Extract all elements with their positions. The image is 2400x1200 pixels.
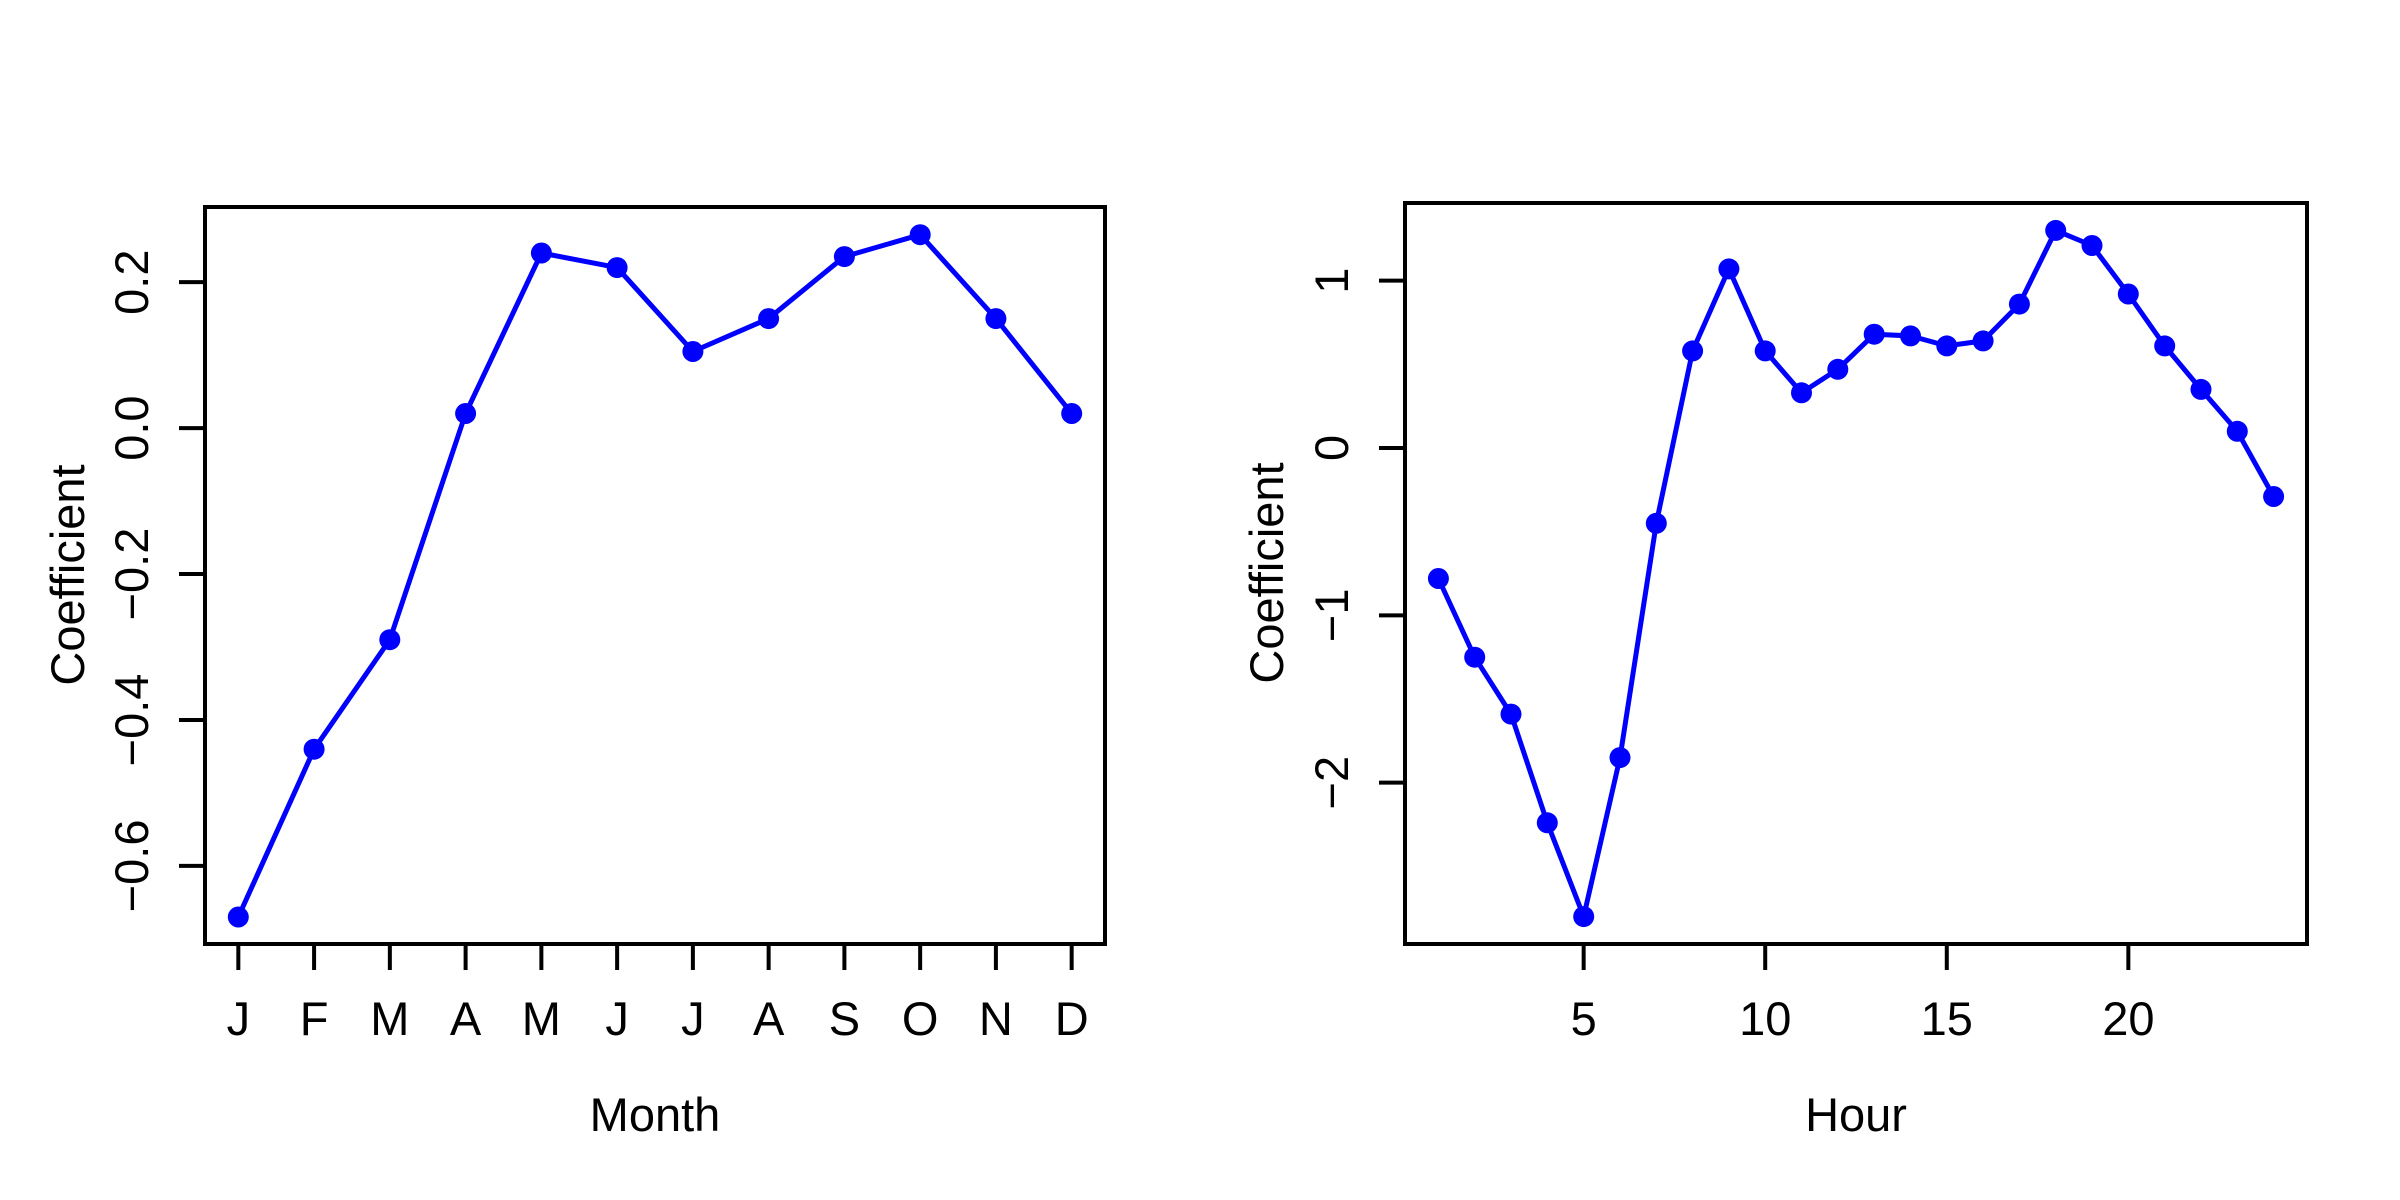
- data-point: [1791, 382, 1812, 404]
- series-line: [236, 232, 1074, 919]
- x-tick-label: 10: [1739, 992, 1791, 1045]
- data-point: [1464, 646, 1486, 668]
- x-tick-label: A: [450, 992, 482, 1045]
- x-tick-label: A: [753, 992, 785, 1045]
- x-tick-label: D: [1055, 992, 1089, 1045]
- data-point: [2263, 486, 2285, 507]
- x-tick-label: 5: [1571, 992, 1597, 1045]
- data-point: [2081, 235, 2103, 256]
- y-tick-label: −2: [1305, 756, 1358, 810]
- data-point: [1682, 340, 1704, 362]
- data-point: [606, 257, 628, 279]
- data-point: [833, 246, 855, 268]
- data-point: [2226, 420, 2248, 442]
- data-point: [1863, 323, 1885, 345]
- data-point: [1536, 812, 1558, 834]
- data-point: [1936, 335, 1958, 357]
- month-panel: J F M A M J J A S O N D0.20.0−0.2−0.4−0.6 Month Coe…: [41, 205, 1107, 1141]
- y-tick-label: 0.0: [105, 395, 158, 460]
- series-line: [1436, 227, 2276, 920]
- data-point: [2117, 283, 2139, 305]
- data-point: [909, 224, 931, 246]
- data-point: [455, 403, 477, 424]
- x-tick-label: O: [902, 992, 939, 1045]
- data-point: [1972, 330, 1994, 352]
- y-tick-label: −1: [1305, 589, 1358, 643]
- y-tick-label: −0.6: [105, 820, 158, 913]
- data-point: [682, 341, 704, 362]
- plot-frame: [203, 205, 1107, 946]
- x-tick-label: J: [605, 992, 629, 1045]
- y-tick-label: 0.2: [105, 249, 158, 314]
- hour-y-axis-title: Coefficient: [1240, 462, 1293, 683]
- data-point: [1900, 325, 1921, 347]
- x-tick-label: M: [370, 992, 409, 1045]
- data-point: [1609, 747, 1631, 769]
- x-tick-label: 15: [1921, 992, 1973, 1045]
- x-tick-label: N: [979, 992, 1013, 1045]
- data-point: [227, 906, 249, 928]
- x-tick-label: M: [522, 992, 561, 1045]
- data-point: [303, 738, 325, 760]
- data-point: [2190, 378, 2212, 400]
- y-tick-label: 1: [1305, 268, 1358, 294]
- x-tick-label: S: [829, 992, 860, 1045]
- data-point: [2154, 335, 2176, 357]
- data-point: [985, 308, 1007, 330]
- data-point: [1573, 906, 1595, 928]
- data-point: [1718, 258, 1740, 280]
- data-point: [1827, 358, 1849, 380]
- data-point: [1645, 512, 1667, 534]
- data-point: [379, 629, 401, 651]
- data-point: [1754, 340, 1776, 362]
- data-point: [2045, 219, 2067, 241]
- data-point: [1500, 703, 1522, 725]
- x-tick-label: J: [227, 992, 251, 1045]
- hour-x-axis-title: Hour: [1805, 1088, 1907, 1141]
- y-tick-label: −0.2: [105, 528, 158, 621]
- data-point: [530, 242, 552, 264]
- x-tick-label: F: [300, 992, 329, 1045]
- y-tick-label: −0.4: [105, 674, 158, 767]
- data-point: [1061, 403, 1083, 424]
- data-point: [758, 308, 780, 330]
- month-x-axis-title: Month: [590, 1088, 721, 1141]
- month-plot-area: J F M A M J J A S O N D0.20.0−0.2−0.4−0.6: [105, 205, 1107, 1045]
- x-tick-label: 20: [2102, 992, 2154, 1045]
- plot-frame: [1403, 201, 2309, 946]
- data-point: [1427, 568, 1449, 589]
- y-tick-label: 0: [1305, 435, 1358, 461]
- data-point: [2008, 293, 2030, 315]
- x-tick-label: J: [681, 992, 705, 1045]
- month-y-axis-title: Coefficient: [41, 464, 94, 685]
